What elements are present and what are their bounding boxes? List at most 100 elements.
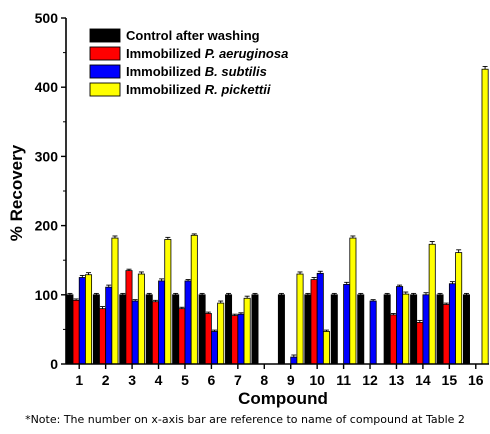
bar-s0-c16 <box>462 294 470 365</box>
bar-s3-c15 <box>455 252 463 365</box>
bar-s3-c9 <box>296 273 304 365</box>
error-bar-s3-c9 <box>297 271 303 275</box>
error-bar-s2-c7 <box>238 312 244 315</box>
bar-s1-c5 <box>178 308 186 365</box>
bar-s2-c4 <box>158 280 166 365</box>
bar-s3-c4 <box>164 239 172 365</box>
bar-s3-c10 <box>322 331 330 365</box>
legend: Control after washing Immobilized P. aeru… <box>89 28 288 97</box>
error-bar-s1-c15 <box>443 302 449 305</box>
x-tick-label-7: 7 <box>234 372 242 388</box>
error-bar-s3-c13 <box>403 291 409 295</box>
legend-label-0: Control after washing <box>126 28 260 43</box>
x-tick-label-10: 10 <box>309 372 325 388</box>
bars <box>66 65 489 365</box>
bar-s0-c4 <box>145 294 153 365</box>
error-bar-s0-c1 <box>67 292 73 295</box>
bar-s2-c1 <box>78 277 86 365</box>
error-bar-s1-c7 <box>232 313 238 316</box>
x-tick-label-3: 3 <box>128 372 136 388</box>
y-axis-title: % Recovery <box>7 144 26 241</box>
legend-swatch-1 <box>89 46 121 61</box>
x-tick-label-15: 15 <box>442 372 458 388</box>
y-tick-label-400: 400 <box>35 79 59 95</box>
error-bar-s0-c7 <box>226 292 232 295</box>
bar-s2-c2 <box>105 286 113 365</box>
error-bar-s3-c5 <box>191 233 197 236</box>
footnote: *Note: The number on x-axis bar are refe… <box>25 413 465 426</box>
bar-s2-c6 <box>211 331 219 365</box>
error-bar-s1-c10 <box>311 277 317 280</box>
error-bar-s3-c2 <box>112 235 118 239</box>
error-bar-s2-c14 <box>423 292 429 295</box>
x-axis-title: Compound <box>238 389 328 408</box>
bar-s0-c11 <box>330 294 338 365</box>
error-bar-s0-c12 <box>358 292 364 295</box>
error-bar-s2-c13 <box>397 284 403 287</box>
error-bar-s0-c16 <box>463 292 469 295</box>
error-bar-s1-c6 <box>205 311 211 314</box>
error-bar-s2-c2 <box>106 284 112 288</box>
bar-s1-c6 <box>204 313 212 365</box>
error-bar-s2-c11 <box>344 281 350 285</box>
bar-s3-c11 <box>349 237 357 365</box>
error-bar-s1-c13 <box>390 313 396 315</box>
bar-s1-c3 <box>125 270 133 365</box>
bar-s3-c7 <box>243 297 251 365</box>
bar-s0-c14 <box>410 294 418 365</box>
error-bar-s2-c1 <box>79 274 85 278</box>
error-bar-s0-c14 <box>411 292 417 295</box>
error-bar-s0-c8 <box>252 292 258 295</box>
bar-s2-c15 <box>448 283 456 365</box>
error-bar-s0-c13 <box>384 292 390 295</box>
bar-s2-c13 <box>396 286 404 365</box>
y-tick-label-100: 100 <box>35 287 59 303</box>
bar-s1-c2 <box>99 308 107 365</box>
y-tick-label-200: 200 <box>35 218 59 234</box>
bar-s3-c13 <box>402 293 410 365</box>
bar-s2-c5 <box>184 280 192 365</box>
error-bar-s3-c1 <box>86 272 92 275</box>
bar-s2-c9 <box>290 356 298 365</box>
error-bar-s0-c15 <box>437 292 443 295</box>
error-bar-s2-c10 <box>317 270 323 274</box>
bar-s3-c6 <box>217 302 225 365</box>
x-tick-label-8: 8 <box>260 372 268 388</box>
error-bar-s3-c4 <box>165 236 171 240</box>
error-bar-s2-c5 <box>185 279 191 281</box>
error-bar-s3-c3 <box>138 271 144 275</box>
bar-s1-c15 <box>442 304 450 365</box>
bar-s0-c1 <box>66 294 74 365</box>
x-tick-label-4: 4 <box>155 372 163 388</box>
error-bar-s0-c10 <box>305 292 311 295</box>
error-bar-s1-c1 <box>73 298 79 301</box>
x-tick-label-2: 2 <box>102 372 110 388</box>
x-tick-label-13: 13 <box>389 372 405 388</box>
error-bar-s2-c4 <box>159 278 165 281</box>
error-bar-s1-c5 <box>179 306 185 309</box>
legend-label-part: B. subtilis <box>205 64 267 79</box>
legend-label-1: Immobilized P. aeruginosa <box>126 46 288 61</box>
error-bar-s0-c2 <box>93 292 99 295</box>
bar-s3-c5 <box>190 234 198 365</box>
bar-s2-c11 <box>343 284 351 365</box>
bar-s2-c10 <box>316 272 324 365</box>
error-bar-s0-c6 <box>199 292 205 295</box>
error-bar-s3-c7 <box>244 295 250 299</box>
error-bar-s1-c4 <box>152 299 158 302</box>
bar-s1-c14 <box>416 322 424 365</box>
bar-s0-c12 <box>357 294 365 365</box>
bar-s3-c2 <box>111 237 119 365</box>
legend-label-part: R. pickettii <box>205 82 271 97</box>
x-tick-label-6: 6 <box>208 372 216 388</box>
legend-swatch-2 <box>89 64 121 79</box>
bar-s1-c4 <box>151 301 159 365</box>
x-tick-label-11: 11 <box>336 372 351 388</box>
y-tick-label-0: 0 <box>50 356 58 372</box>
bar-s0-c3 <box>119 294 127 365</box>
error-bar-s2-c6 <box>212 329 218 332</box>
error-bar-s3-c6 <box>218 300 224 304</box>
bar-s3-c14 <box>428 243 436 365</box>
